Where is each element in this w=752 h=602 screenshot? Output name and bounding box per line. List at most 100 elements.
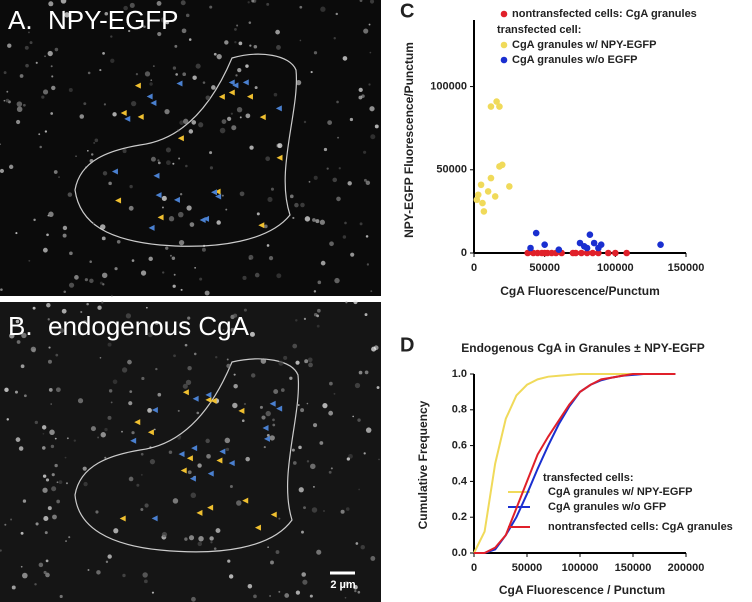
point <box>590 239 598 247</box>
point <box>583 244 591 252</box>
punctum <box>108 389 113 393</box>
punctum <box>267 196 273 203</box>
legend-heading: transfected cells: <box>543 472 633 484</box>
punctum <box>253 594 257 599</box>
punctum <box>340 509 345 514</box>
punctum <box>20 565 23 568</box>
punctum <box>230 112 233 115</box>
punctum <box>35 61 38 64</box>
punctum <box>365 180 371 186</box>
punctum <box>227 559 231 563</box>
punctum <box>68 536 71 539</box>
punctum <box>111 294 113 297</box>
punctum <box>313 175 318 180</box>
point <box>524 249 532 257</box>
punctum <box>269 595 271 597</box>
punctum <box>103 103 107 106</box>
arrowhead <box>276 154 283 161</box>
punctum <box>345 507 350 511</box>
punctum <box>32 306 36 310</box>
legend-marker <box>500 10 508 18</box>
y-tick-label: 0 <box>461 247 467 259</box>
punctum <box>308 180 311 183</box>
punctum <box>291 448 295 452</box>
punctum <box>4 387 9 393</box>
punctum <box>234 40 237 44</box>
punctum <box>173 273 176 276</box>
punctum <box>360 544 365 550</box>
arrowhead <box>228 460 235 467</box>
punctum <box>364 313 368 317</box>
punctum <box>157 31 162 37</box>
punctum <box>238 41 243 46</box>
punctum <box>234 28 237 31</box>
point <box>477 181 485 189</box>
punctum <box>365 235 369 238</box>
x-axis-label: CgA Fluorescence/Punctum <box>500 284 660 298</box>
point <box>555 246 563 253</box>
punctum <box>363 452 366 455</box>
punctum <box>358 95 363 100</box>
punctum <box>295 319 298 322</box>
punctum <box>221 194 224 197</box>
punctum <box>198 122 204 128</box>
punctum <box>140 473 143 476</box>
punctum <box>320 6 326 12</box>
punctum <box>67 192 73 197</box>
arrowhead <box>246 93 253 100</box>
punctum <box>94 138 99 143</box>
punctum <box>245 64 249 68</box>
arrowhead <box>270 511 277 518</box>
y-tick-label: 0.6 <box>452 440 467 452</box>
arrowhead <box>119 515 126 522</box>
punctum <box>347 181 352 186</box>
punctum <box>289 194 294 199</box>
punctum <box>209 151 213 155</box>
punctum <box>20 364 25 369</box>
punctum <box>329 241 334 247</box>
chart-title: Endogenous CgA in Granules ± NPY-EGFP <box>461 341 705 355</box>
punctum <box>280 388 285 392</box>
punctum <box>28 31 30 34</box>
punctum <box>147 331 153 338</box>
punctum <box>342 56 348 61</box>
punctum <box>102 52 105 55</box>
arrowhead <box>191 445 198 452</box>
x-tick-label: 100000 <box>597 262 634 274</box>
punctum <box>172 498 179 504</box>
punctum <box>45 572 50 578</box>
punctum <box>225 208 228 211</box>
punctum <box>328 470 332 474</box>
arrowhead <box>151 515 158 522</box>
arrowhead <box>153 172 160 179</box>
punctum <box>233 383 238 389</box>
punctum <box>30 346 37 352</box>
punctum <box>359 222 363 226</box>
punctum <box>270 560 274 565</box>
punctum <box>226 363 231 368</box>
punctum <box>142 572 148 578</box>
punctum <box>168 216 175 222</box>
punctum <box>317 308 321 313</box>
punctum <box>16 340 21 344</box>
punctum <box>89 278 94 284</box>
punctum <box>359 0 363 2</box>
punctum <box>195 63 201 69</box>
punctum <box>352 415 354 418</box>
punctum <box>183 118 189 125</box>
punctum <box>121 430 123 433</box>
punctum <box>114 267 118 271</box>
punctum <box>248 21 252 24</box>
punctum <box>95 510 99 514</box>
punctum <box>354 382 361 389</box>
punctum <box>333 37 336 40</box>
legend-label: CgA granules w/o GFP <box>548 501 666 513</box>
punctum <box>140 507 144 511</box>
arrowhead <box>216 457 223 464</box>
punctum <box>248 257 251 260</box>
punctum <box>358 370 363 375</box>
point <box>589 249 597 257</box>
punctum <box>82 466 87 471</box>
punctum <box>157 161 161 165</box>
arrowhead <box>151 406 158 413</box>
